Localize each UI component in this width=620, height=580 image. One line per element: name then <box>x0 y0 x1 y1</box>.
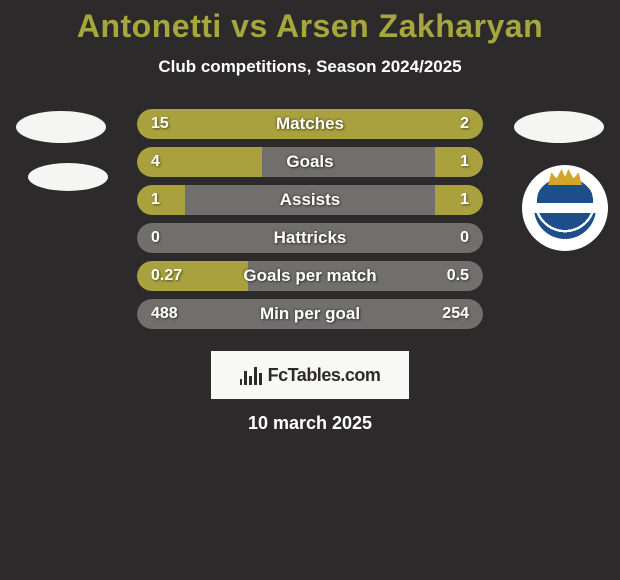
player1-crest-placeholder-2 <box>28 163 108 191</box>
bar-background <box>137 223 483 253</box>
stat-row: 41Goals <box>137 147 483 177</box>
stat-row: 11Assists <box>137 185 483 215</box>
crest-crown-icon <box>548 169 582 185</box>
bar-fill-left <box>137 147 262 177</box>
bar-fill-right <box>435 185 483 215</box>
bar-background <box>137 185 483 215</box>
bar-fill-left <box>137 185 185 215</box>
stat-row: 152Matches <box>137 109 483 139</box>
player1-crest-placeholder <box>16 111 106 143</box>
page-title: Antonetti vs Arsen Zakharyan <box>77 8 543 45</box>
logo-text: FcTables.com <box>268 365 381 386</box>
player2-club-crest <box>522 165 608 251</box>
stat-bars: 152Matches 41Goals 11Assists 00Hattricks 0.2… <box>137 101 483 337</box>
crest-shield-icon <box>534 177 596 239</box>
comparison-card: Antonetti vs Arsen Zakharyan Club compet… <box>0 0 620 434</box>
bar-fill-left <box>137 261 248 291</box>
bar-background <box>137 299 483 329</box>
page-subtitle: Club competitions, Season 2024/2025 <box>158 57 461 77</box>
date-text: 10 march 2025 <box>248 413 372 434</box>
source-logo: FcTables.com <box>211 351 409 399</box>
stat-row: 488254Min per goal <box>137 299 483 329</box>
bar-fill-right <box>403 109 483 139</box>
bar-fill-left <box>137 109 403 139</box>
bar-fill-right <box>435 147 483 177</box>
stat-row: 0.270.5Goals per match <box>137 261 483 291</box>
chart-zone: 152Matches 41Goals 11Assists 00Hattricks 0.2… <box>0 101 620 337</box>
stat-row: 00Hattricks <box>137 223 483 253</box>
bars-icon <box>240 365 262 385</box>
player2-crest-placeholder <box>514 111 604 143</box>
